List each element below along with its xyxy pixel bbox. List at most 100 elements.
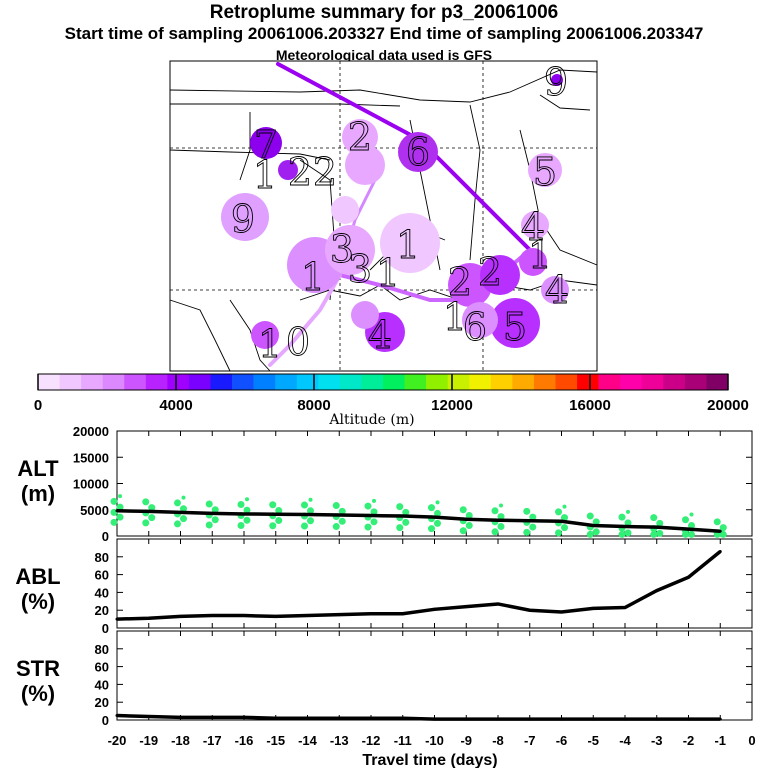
alt-spread-dot: [275, 517, 283, 525]
alt-data-point: [560, 519, 563, 523]
colorbar-swatch: [59, 374, 82, 390]
alt-spread-dot: [338, 517, 346, 525]
alt-data-point: [369, 514, 373, 518]
str-data-point: [401, 716, 405, 720]
alt-spread-dot: [205, 521, 213, 529]
alt-spread-dot: [688, 522, 695, 529]
abl-label: ABL: [15, 564, 60, 589]
alt-spread-dot: [523, 528, 531, 536]
alt-spread-dot: [301, 522, 308, 530]
abl-data-point: [591, 606, 595, 610]
alt-label: ALT: [17, 456, 59, 481]
colorbar-swatch: [232, 374, 254, 390]
colorbar-swatch: [124, 374, 147, 390]
colorbar-swatch: [663, 374, 686, 390]
colorbar-swatch: [38, 374, 60, 390]
abl-data-point: [560, 610, 563, 614]
x-tick-label: -18: [171, 733, 190, 748]
alt-data-point: [496, 518, 500, 522]
colorbar-swatch: [598, 374, 621, 390]
abl-data-point: [179, 614, 182, 618]
colorbar-swatch: [512, 374, 535, 390]
colorbar-swatch: [706, 374, 729, 390]
x-tick-label: -3: [651, 733, 663, 748]
str-ytick-label: 60: [95, 660, 109, 675]
str-ytick-label: 20: [95, 695, 109, 710]
abl-data-point: [337, 613, 341, 617]
alt-spread-dot: [116, 513, 124, 521]
map-day-label: 2: [448, 260, 472, 304]
alt-spread-dot: [650, 530, 658, 538]
abl-data-point: [369, 612, 373, 616]
str-data-point: [433, 717, 436, 721]
map-day-label: 5: [503, 305, 527, 349]
colorbar-tick-label: 8000: [297, 397, 330, 414]
colorbar-tick-label: 4000: [159, 397, 192, 414]
alt-spread-dot: [719, 524, 727, 532]
alt-spread-dot: [402, 518, 410, 526]
x-tick-label: -4: [619, 733, 631, 748]
map-day-label: 7: [254, 123, 278, 167]
alt-spread-dot: [618, 530, 626, 538]
alt-spread-dot: [459, 527, 467, 535]
x-tick-label: -16: [235, 733, 254, 748]
alt-spread-dot: [116, 503, 124, 511]
alt-spread-dot: [713, 518, 721, 526]
map-day-label: 1: [301, 255, 325, 299]
x-tick-label: 0: [748, 733, 755, 748]
alt-ytick-label: 15000: [73, 450, 109, 465]
x-tick-label: -7: [524, 733, 536, 748]
alt-spread-dot: [626, 509, 630, 514]
alt-data-point: [306, 512, 309, 516]
colorbar-swatch: [641, 374, 664, 390]
abl-data-point: [718, 549, 722, 553]
sampling-times: Start time of sampling 20061006.203327 E…: [64, 24, 704, 43]
alt-spread-dot: [435, 500, 440, 505]
abl-ytick-label: 80: [95, 550, 109, 565]
alt-spread-dot: [491, 507, 499, 515]
alt-spread-dot: [372, 498, 376, 503]
abl-panel: 80 60 40 20 0 ABL(%): [15, 538, 753, 636]
alt-data-point: [115, 509, 119, 513]
colorbar-swatch: [577, 374, 599, 390]
alt-spread-dot: [118, 494, 122, 499]
alt-ytick-label: 0: [102, 529, 109, 544]
alt-spread-dot: [301, 501, 308, 509]
alt-spread-dot: [307, 507, 314, 515]
alt-spread-dot: [237, 522, 245, 529]
alt-data-point: [464, 517, 468, 521]
page-title: Retroplume summary for p3_20061006: [209, 2, 559, 23]
alt-spread-dot: [497, 523, 505, 531]
colorbar-swatch: [383, 374, 405, 390]
str-data-point: [496, 717, 500, 721]
alt-spread-dot: [497, 513, 505, 521]
colorbar-swatch: [318, 374, 341, 390]
colorbar-swatch: [620, 374, 643, 390]
map-day-label: 2: [288, 150, 312, 194]
alt-spread-dot: [402, 508, 410, 516]
alt-spread-dot: [269, 522, 277, 530]
colorbar-swatch: [426, 374, 448, 390]
map-day-label: 6: [463, 305, 487, 349]
str-data-point: [623, 717, 627, 721]
str-data-point: [242, 715, 246, 719]
alt-spread-dot: [428, 525, 435, 533]
abl-data-point: [464, 605, 468, 609]
str-data-point: [274, 716, 278, 720]
alt-data-point: [179, 510, 182, 514]
str-data-point: [464, 717, 468, 721]
altitude-colorbar: 0 4000 8000 12000 16000 20000: [34, 373, 749, 414]
x-tick-label: -20: [108, 733, 127, 748]
x-tick-label: -19: [139, 733, 158, 748]
met-data-note: Meteorological data used is GFS: [275, 47, 493, 63]
alt-spread-dot: [719, 530, 727, 538]
str-data-point: [718, 717, 722, 721]
alt-data-point: [337, 513, 341, 517]
alt-unit: (m): [21, 481, 55, 506]
alt-data-point: [591, 524, 595, 527]
map-day-label: 9: [231, 197, 255, 241]
alt-spread-dot: [396, 524, 404, 532]
alt-spread-dot: [656, 519, 664, 527]
alt-spread-dot: [307, 517, 314, 525]
